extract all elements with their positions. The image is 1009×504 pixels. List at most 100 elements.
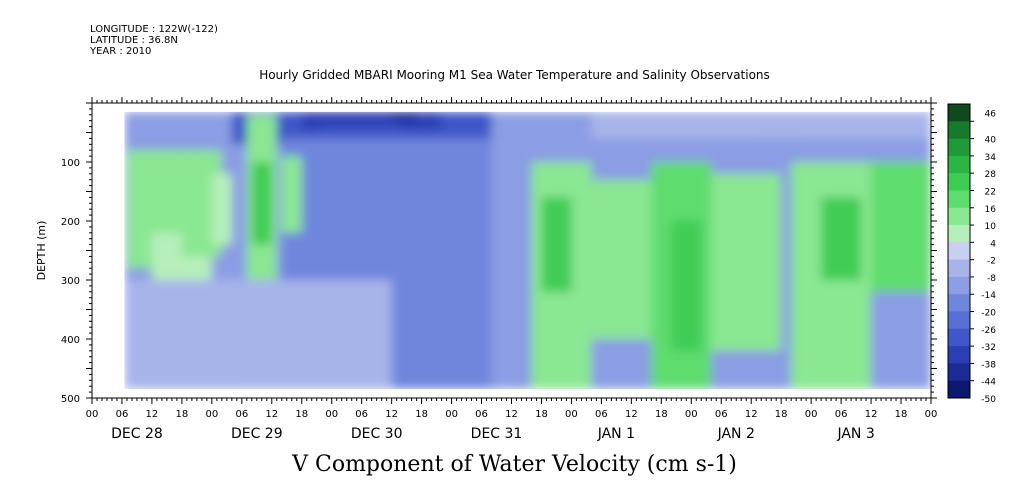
colorbar-label: -38 xyxy=(981,360,996,370)
x-tick-label: 06 xyxy=(595,409,608,420)
x-tick-label: 00 xyxy=(445,409,458,420)
x-tick-label: 06 xyxy=(235,409,248,420)
heatmap-region xyxy=(871,162,931,292)
colorbar-label: -32 xyxy=(981,343,996,353)
colorbar-cell xyxy=(948,242,970,261)
x-tick-label: 06 xyxy=(835,409,848,420)
x-tick-label: 12 xyxy=(625,409,638,420)
latitude-label: LATITUDE : 36.8N xyxy=(90,35,178,46)
heatmap-region xyxy=(591,179,652,339)
x-tick-label: 06 xyxy=(116,409,129,420)
colorbar-label: -44 xyxy=(981,378,996,388)
x-tick-label: 12 xyxy=(865,409,878,420)
colorbar-label: 34 xyxy=(985,153,997,163)
x-tick-label: 12 xyxy=(745,409,758,420)
heatmap-region xyxy=(251,162,272,245)
x-tick-label: 00 xyxy=(86,409,99,420)
colorbar-cell xyxy=(948,311,970,330)
y-tick-label: 400 xyxy=(61,335,80,346)
colorbar-label: 22 xyxy=(985,187,996,197)
heatmap-region xyxy=(591,111,931,139)
x-tick-label: 18 xyxy=(895,409,908,420)
y-tick-label: 100 xyxy=(61,158,80,169)
x-tick-label: 18 xyxy=(655,409,668,420)
heatmap-blur-group xyxy=(124,111,932,390)
colorbar-cell xyxy=(948,328,970,347)
y-tick-label: 500 xyxy=(61,394,80,405)
colorbar-label: -26 xyxy=(981,326,996,336)
heatmap-region xyxy=(671,221,702,351)
colorbar-label: 4 xyxy=(990,239,996,249)
x-tick-label: 18 xyxy=(535,409,548,420)
colorbar-label: 28 xyxy=(985,170,997,180)
colorbar-cell xyxy=(948,104,970,122)
colorbar-cell xyxy=(948,207,970,226)
axes: 00 06 12 18 00 06 12 18 00 06 12 18 00 06 12 18 00 06 12 18… xyxy=(61,97,937,442)
x-tick-label: 00 xyxy=(565,409,578,420)
heatmap-region xyxy=(211,173,232,245)
colorbar-label: 16 xyxy=(985,205,997,215)
heatmap-region xyxy=(711,173,782,351)
heatmap-region xyxy=(541,197,572,292)
x-tick-label: 12 xyxy=(265,409,278,420)
colorbar-cell xyxy=(948,190,970,209)
colorbar-label: 40 xyxy=(985,136,997,146)
x-day-label: JAN 2 xyxy=(717,426,755,442)
heatmap-region xyxy=(281,156,302,233)
colorbar-label: -14 xyxy=(981,291,996,301)
colorbar-label: -50 xyxy=(981,395,996,405)
x-tick-label: 00 xyxy=(685,409,698,420)
colorbar-cell xyxy=(948,155,970,174)
colorbar: 46 40 34 28 22 16 10 4 -2 -8 -14 -20 -26 -32 -38 -44 -50 xyxy=(947,103,997,405)
colorbar-cell xyxy=(948,259,970,278)
year-label: YEAR : 2010 xyxy=(90,46,152,57)
x-tick-label: 18 xyxy=(775,409,788,420)
x-tick-label: 12 xyxy=(505,409,518,420)
x-day-label: DEC 30 xyxy=(351,426,403,442)
colorbar-cell xyxy=(948,173,970,191)
colorbar-label: -8 xyxy=(987,274,996,284)
x-tick-label: 00 xyxy=(205,409,218,420)
colorbar-cell xyxy=(948,225,970,243)
x-tick-label: 06 xyxy=(355,409,368,420)
chart-title: Hourly Gridded MBARI Mooring M1 Sea Wate… xyxy=(259,68,770,82)
longitude-label: LONGITUDE : 122W(-122) xyxy=(90,24,218,35)
colorbar-label: 46 xyxy=(985,109,997,119)
heatmap-region xyxy=(391,111,417,121)
x-tick-label: 06 xyxy=(715,409,728,420)
y-axis-label: DEPTH (m) xyxy=(35,221,48,281)
colorbar-cell xyxy=(948,121,970,140)
colorbar-frame xyxy=(947,103,971,399)
y-tick-label: 200 xyxy=(61,217,80,228)
x-day-label: DEC 31 xyxy=(471,426,523,442)
heatmap-region xyxy=(124,280,392,390)
colorbar-cell xyxy=(948,294,970,313)
colorbar-cell xyxy=(948,346,970,364)
x-day-label: JAN 3 xyxy=(836,426,874,442)
colorbar-label: 10 xyxy=(985,222,997,232)
x-day-label: DEC 28 xyxy=(111,426,163,442)
colorbar-cell xyxy=(948,276,970,295)
x-tick-label: 06 xyxy=(475,409,488,420)
chart-caption: V Component of Water Velocity (cm s-1) xyxy=(292,452,737,477)
x-day-label: JAN 1 xyxy=(597,426,635,442)
x-tick-label: 18 xyxy=(415,409,428,420)
colorbar-label: -2 xyxy=(987,257,996,267)
y-tick-label: 300 xyxy=(61,276,80,287)
x-tick-label: 00 xyxy=(325,409,338,420)
colorbar-cell xyxy=(948,138,970,157)
x-tick-label: 12 xyxy=(146,409,159,420)
metadata-block: LONGITUDE : 122W(-122) LATITUDE : 36.8N … xyxy=(90,24,218,57)
heatmap-field xyxy=(124,111,932,390)
x-tick-label: 00 xyxy=(925,409,938,420)
heatmap-region xyxy=(821,197,862,280)
x-day-label: DEC 29 xyxy=(231,426,283,442)
x-tick-label: 00 xyxy=(805,409,818,420)
colorbar-label: -20 xyxy=(981,309,996,319)
colorbar-cell xyxy=(948,363,970,382)
colorbar-cell xyxy=(948,380,970,399)
x-tick-label: 18 xyxy=(295,409,308,420)
x-tick-label: 18 xyxy=(176,409,189,420)
x-tick-label: 12 xyxy=(385,409,398,420)
